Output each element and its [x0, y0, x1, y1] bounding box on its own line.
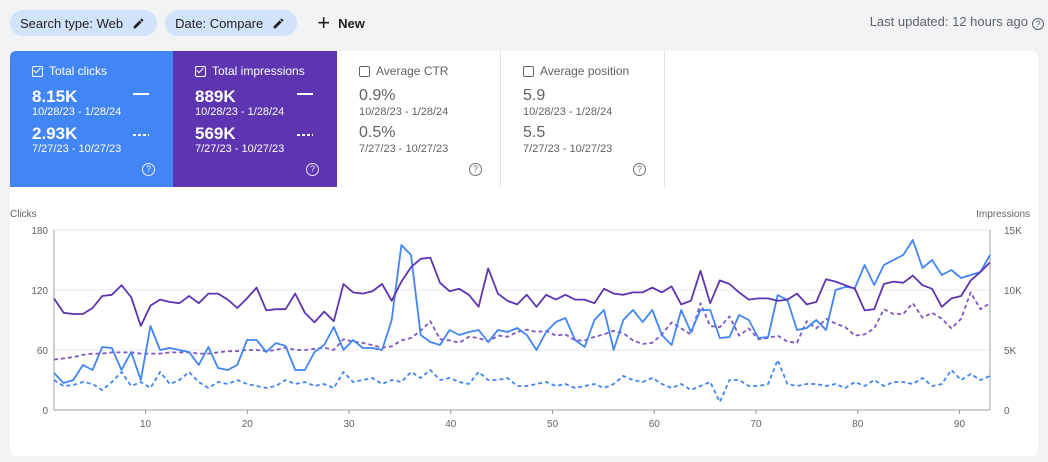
card-average-ctr[interactable]: Average CTR 0.9% 10/28/23 - 1/28/24 0.5%… — [337, 51, 501, 187]
help-icon[interactable]: ? — [1032, 18, 1044, 30]
left-tick-label: 120 — [31, 286, 48, 297]
card-total-impressions[interactable]: Total impressions 889K 10/28/23 - 1/28/2… — [173, 51, 337, 187]
x-tick-label: 90 — [954, 419, 966, 430]
checkbox-icon[interactable] — [523, 65, 534, 77]
card-title: Average position — [540, 64, 630, 78]
right-tick-label: 10K — [1004, 286, 1022, 297]
card-previous-value: 569K — [195, 124, 236, 143]
toolbar: Search type: Web Date: Compare + New — [0, 0, 1048, 46]
card-current-range: 10/28/23 - 1/28/24 — [523, 106, 613, 118]
x-tick-label: 80 — [852, 419, 864, 430]
clicks-previous-line — [53, 359, 991, 403]
dashed-line-icon — [297, 134, 313, 136]
x-tick-label: 30 — [343, 419, 355, 430]
card-current-value: 5.9 — [523, 87, 546, 104]
card-total-clicks[interactable]: Total clicks 8.15K 10/28/23 - 1/28/24 2.… — [10, 51, 173, 187]
card-previous-range: 7/27/23 - 10/27/23 — [195, 143, 285, 155]
help-icon[interactable]: ? — [142, 163, 155, 176]
x-tick-label: 70 — [750, 419, 762, 430]
left-tick-label: 180 — [31, 226, 48, 237]
right-tick-label: 5K — [1004, 346, 1017, 357]
dashed-line-icon — [133, 134, 149, 136]
card-current-value: 0.9% — [359, 87, 396, 104]
x-tick-label: 20 — [242, 419, 254, 430]
chart-svg: Clicks Impressions 0 0 60 5K 120 10K 180 15K 10 2… — [10, 209, 1030, 430]
date-chip[interactable]: Date: Compare — [165, 10, 298, 36]
right-tick-label: 0 — [1004, 406, 1010, 417]
checkbox-icon[interactable] — [195, 65, 206, 77]
performance-panel: Total clicks 8.15K 10/28/23 - 1/28/24 2.… — [10, 51, 1038, 456]
impressions-current-line — [53, 256, 991, 327]
checkbox-icon[interactable] — [32, 65, 43, 77]
card-title: Average CTR — [376, 64, 449, 78]
right-axis-label: Impressions — [976, 209, 1030, 220]
x-tick-label: 40 — [445, 419, 457, 430]
last-updated: Last updated: 12 hours ago? — [870, 14, 1044, 30]
card-previous-value: 0.5% — [359, 124, 396, 141]
new-filter-button[interactable]: + New — [305, 10, 373, 36]
impressions-previous-line — [53, 291, 991, 361]
search-type-chip[interactable]: Search type: Web — [10, 10, 158, 36]
card-previous-range: 7/27/23 - 10/27/23 — [32, 143, 122, 155]
help-icon[interactable]: ? — [633, 163, 646, 176]
left-tick-label: 0 — [42, 406, 48, 417]
performance-chart: Clicks Impressions 0 0 60 5K 120 10K 180 15K 10 2… — [10, 201, 1038, 456]
help-icon[interactable]: ? — [469, 163, 482, 176]
card-current-range: 10/28/23 - 1/28/24 — [359, 106, 449, 118]
card-title: Total impressions — [212, 64, 305, 78]
card-title: Total clicks — [49, 64, 108, 78]
card-average-position[interactable]: Average position 5.9 10/28/23 - 1/28/24 … — [501, 51, 665, 187]
solid-line-icon — [133, 93, 149, 95]
x-tick-label: 10 — [140, 419, 152, 430]
checkbox-icon[interactable] — [359, 65, 370, 77]
help-icon[interactable]: ? — [306, 163, 319, 176]
card-previous-range: 7/27/23 - 10/27/23 — [523, 143, 613, 155]
plus-icon: + — [317, 10, 331, 35]
left-axis-label: Clicks — [10, 209, 37, 220]
date-label: Date: Compare — [175, 15, 264, 31]
new-label: New — [338, 15, 365, 31]
card-previous-range: 7/27/23 - 10/27/23 — [359, 143, 449, 155]
edit-icon — [133, 18, 144, 28]
right-tick-label: 15K — [1004, 226, 1022, 237]
left-tick-label: 60 — [37, 346, 49, 357]
card-current-range: 10/28/23 - 1/28/24 — [195, 106, 285, 118]
clicks-current-line — [53, 239, 991, 384]
solid-line-icon — [297, 93, 313, 95]
last-updated-text: Last updated: 12 hours ago — [869, 14, 1028, 29]
card-previous-value: 5.5 — [523, 124, 546, 141]
metric-cards: Total clicks 8.15K 10/28/23 - 1/28/24 2.… — [10, 51, 665, 187]
edit-icon — [273, 18, 284, 28]
x-tick-label: 50 — [547, 419, 559, 430]
x-tick-label: 60 — [649, 419, 661, 430]
card-current-range: 10/28/23 - 1/28/24 — [32, 106, 122, 118]
card-current-value: 889K — [195, 87, 236, 106]
card-previous-value: 2.93K — [32, 124, 78, 143]
card-current-value: 8.15K — [32, 87, 78, 106]
search-type-label: Search type: Web — [20, 15, 124, 31]
